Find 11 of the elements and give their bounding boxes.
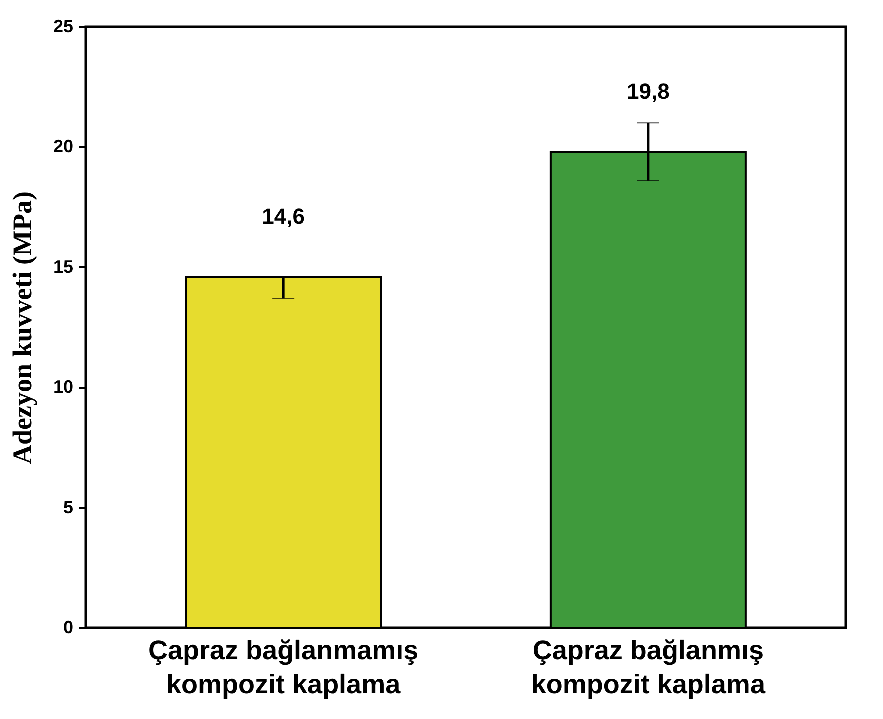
y-tick-label: 10 [53,377,74,398]
y-tick-label: 0 [63,618,74,638]
data-label: 19,8 [627,79,670,104]
y-tick-label: 20 [53,136,74,157]
data-label: 14,6 [262,204,305,230]
y-axis-title: Adezyon kuvveti (MPa) [7,192,38,464]
x-tick-label: Çapraz bağlanmış kompozit kaplama [531,636,766,700]
y-tick-label: 5 [63,497,74,518]
x-tick-label: Çapraz bağlanmamış kompozit kaplama [148,636,419,700]
y-tick-label: 15 [53,256,74,277]
y-tick-label: 25 [53,16,74,36]
